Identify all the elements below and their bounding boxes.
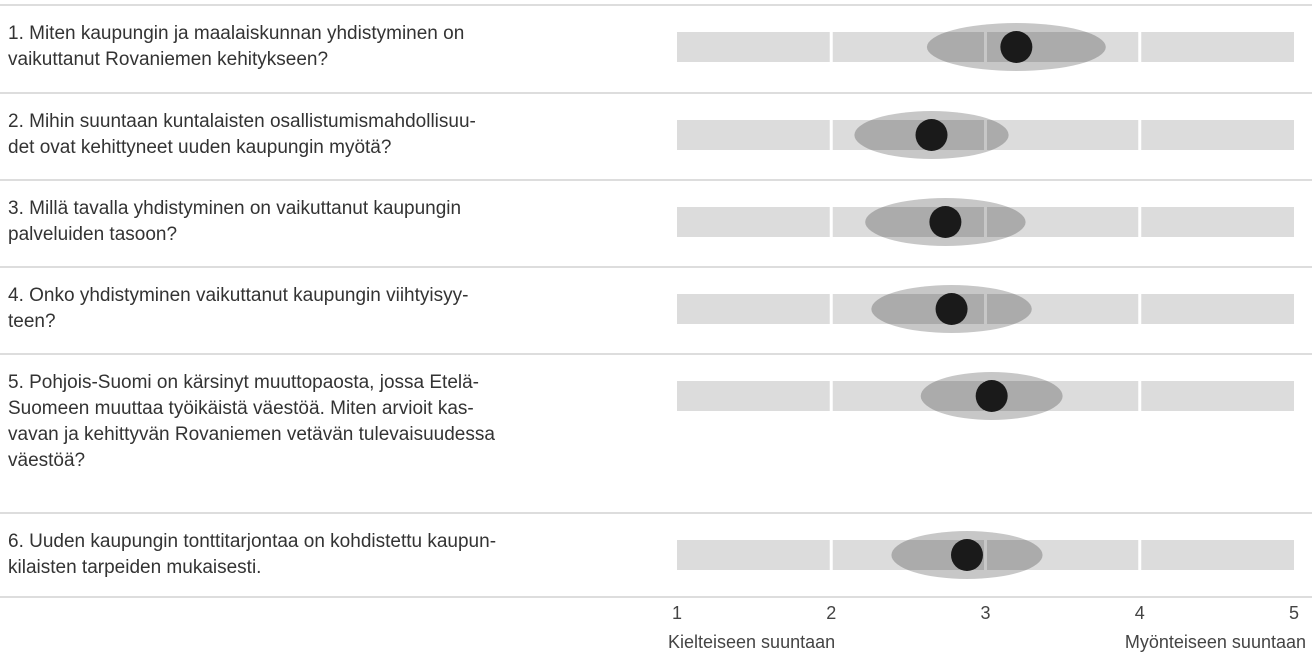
- row-separator: [0, 4, 1312, 6]
- grid-line: [984, 120, 987, 150]
- grid-line: [984, 540, 987, 570]
- x-tick-label: 4: [1135, 603, 1145, 623]
- grid-line: [984, 32, 987, 62]
- row-separator: [0, 353, 1312, 355]
- question: 3. Millä tavalla yhdistyminen on vaikutt…: [8, 198, 462, 245]
- row-separator: [0, 596, 1312, 598]
- mean-dot: [929, 206, 962, 238]
- mean-dot: [1000, 31, 1033, 63]
- grid-line: [829, 207, 833, 237]
- grid-line: [829, 381, 833, 411]
- mean-dot: [975, 380, 1008, 412]
- grid-line: [1138, 294, 1142, 324]
- row-separator: [0, 266, 1312, 268]
- row-separator: [0, 512, 1312, 514]
- x-tick-label: 3: [980, 603, 990, 623]
- grid-line: [1138, 381, 1142, 411]
- grid-line: [1138, 32, 1142, 62]
- grid-line: [829, 294, 833, 324]
- row-separator: [0, 92, 1312, 94]
- grid-line: [1138, 540, 1142, 570]
- grid-line: [829, 120, 833, 150]
- x-tick-label: 1: [672, 603, 682, 623]
- row-separator: [0, 179, 1312, 181]
- grid-line: [984, 207, 987, 237]
- question: 4. Onko yhdistyminen vaikuttanut kaupung…: [8, 285, 469, 332]
- mean-dot: [915, 119, 948, 151]
- grid-line: [829, 540, 833, 570]
- grid-line: [984, 294, 987, 324]
- x-label-left: Kielteiseen suuntaan: [668, 632, 835, 652]
- x-label-right: Myönteiseen suuntaan: [1125, 632, 1306, 652]
- mean-dot: [950, 539, 983, 571]
- question: 1. Miten kaupungin ja maalaiskunnan yhdi…: [8, 23, 465, 70]
- grid-line: [829, 32, 833, 62]
- grid-line: [1138, 207, 1142, 237]
- x-tick-label: 5: [1289, 603, 1299, 623]
- grid-line: [1138, 120, 1142, 150]
- x-tick-label: 2: [826, 603, 836, 623]
- question: 2. Mihin suuntaan kuntalaisten osallistu…: [8, 111, 476, 158]
- question: 6. Uuden kaupungin tonttitarjontaa on ko…: [8, 531, 497, 578]
- mean-dot: [935, 293, 968, 325]
- question: 5. Pohjois-Suomi on kärsinyt muuttopaost…: [8, 372, 495, 471]
